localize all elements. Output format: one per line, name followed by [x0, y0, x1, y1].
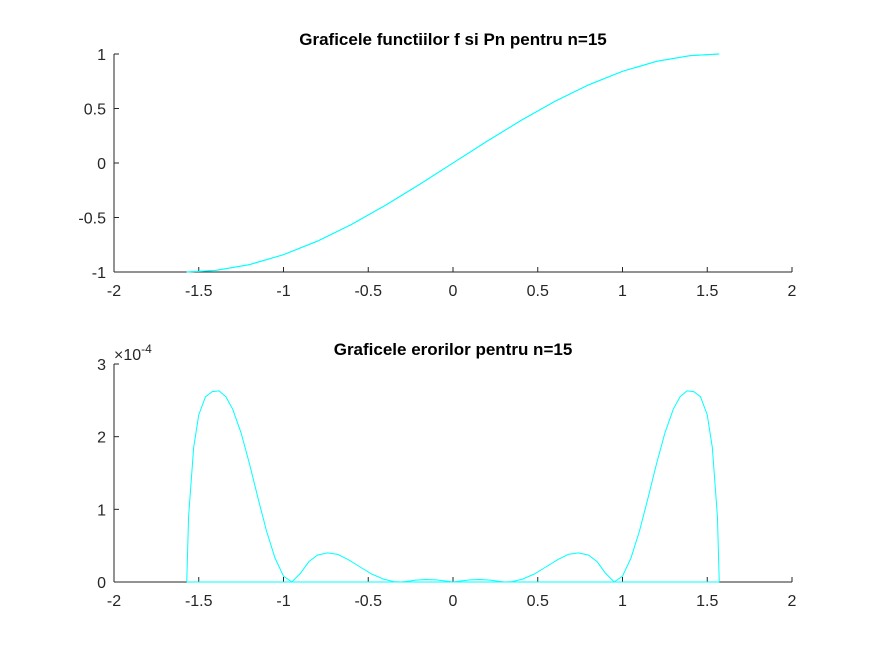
y-tick-label: 1: [97, 47, 106, 64]
exponent-multiplier: ×10-4: [114, 342, 152, 364]
x-tick-label: -1: [276, 283, 290, 300]
x-tick-label: -1: [276, 593, 290, 610]
top-chart-title: Graficele functiilor f si Pn pentru n=15: [299, 30, 607, 49]
bottom-series-group: [186, 390, 720, 583]
x-tick-label: -1.5: [185, 593, 213, 610]
exponent-power: -4: [141, 342, 152, 356]
x-tick-label: -2: [107, 593, 121, 610]
y-tick-label: 0: [97, 156, 106, 173]
y-tick-label: 1: [97, 502, 106, 519]
bottom-subplot: Graficele erorilor pentru n=15 ×10-4 -2-…: [97, 340, 796, 610]
bottom-chart-title: Graficele erorilor pentru n=15: [334, 340, 573, 359]
x-tick-label: -2: [107, 283, 121, 300]
x-tick-label: -1.5: [185, 283, 213, 300]
exponent-base: ×10: [114, 347, 141, 364]
y-tick-label: -0.5: [78, 211, 106, 228]
x-tick-label: -0.5: [354, 593, 382, 610]
x-tick-label: 0.5: [527, 283, 549, 300]
top-subplot: Graficele functiilor f si Pn pentru n=15…: [78, 30, 796, 300]
x-tick-label: 2: [788, 283, 797, 300]
y-tick-label: -1: [92, 265, 106, 282]
x-tick-label: 0: [449, 593, 458, 610]
x-tick-label: 0: [449, 283, 458, 300]
x-tick-label: 1.5: [696, 283, 718, 300]
y-tick-label: 0: [97, 575, 106, 592]
series-line-1: [186, 390, 720, 583]
top-axes: -2 -1.5 -1 -0.5 0 0.5 1 1.5 2 1 0.5 0 -0.5 -1: [78, 47, 796, 300]
x-tick-label: 1.5: [696, 593, 718, 610]
x-tick-label: 2: [788, 593, 797, 610]
series-line-2: [186, 53, 720, 273]
y-tick-label: 0.5: [84, 102, 106, 119]
bottom-axes: -2 -1.5 -1 -0.5 0 0.5 1 1.5 2 3 2 1 0: [97, 357, 796, 610]
top-series-group: [186, 53, 720, 273]
y-tick-label: 3: [97, 357, 106, 374]
x-tick-label: -0.5: [354, 283, 382, 300]
x-tick-label: 0.5: [527, 593, 549, 610]
y-tick-label: 2: [97, 430, 106, 447]
x-tick-label: 1: [618, 593, 627, 610]
x-tick-label: 1: [618, 283, 627, 300]
